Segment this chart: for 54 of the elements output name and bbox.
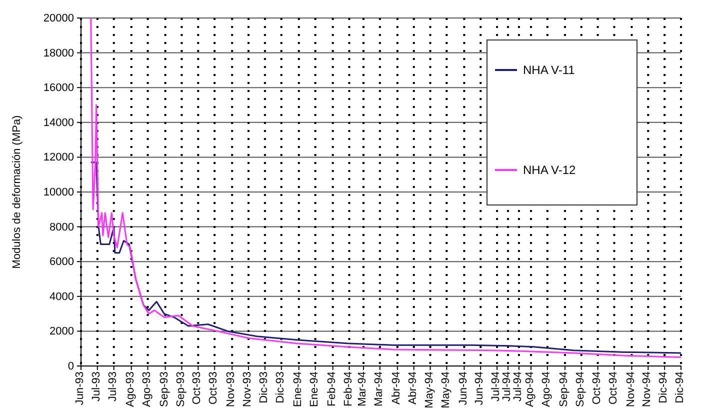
x-tick-label: Dic-93 (274, 372, 286, 404)
x-tick-label: May-94 (440, 372, 452, 408)
x-tick-label: Dic-94 (674, 372, 686, 404)
y-tick-label: 4000 (50, 290, 74, 303)
x-tick-label: Ene-94 (292, 372, 304, 407)
y-tick-label: 12000 (43, 152, 74, 164)
y-tick-label: 10000 (43, 186, 74, 199)
x-tick-label: May-94 (423, 372, 436, 408)
legend-label: NHA V-11 (523, 63, 576, 77)
x-tick-label: Dic-93 (258, 372, 270, 404)
line-series (90, 17, 682, 358)
x-tick-label: Jun-94 (457, 372, 470, 406)
y-axis-title: Modulos de deformación (MPa) (11, 115, 23, 269)
x-tick-label: Jul-93 (90, 372, 102, 402)
x-tick-label: Mar-94 (372, 372, 385, 406)
x-tick-label: Jun-94 (474, 372, 486, 406)
x-tick-label: Jul-94 (490, 372, 502, 402)
x-tick-label: Ago-93 (124, 372, 136, 407)
x-tick-label: Nov-94 (641, 372, 654, 407)
x-tick-label: Nov-94 (624, 372, 637, 407)
x-tick-label: Ene-94 (308, 372, 320, 407)
x-tick-label: Feb-94 (342, 372, 354, 406)
x-tick-label: Oct-94 (590, 372, 603, 405)
y-tick-label: 18000 (43, 47, 74, 60)
x-tick-label: Abr-94 (390, 372, 402, 405)
x-tick-label: Jul-94 (501, 372, 514, 402)
x-tick-label: Feb-94 (326, 372, 338, 406)
x-tick-label: Mar-94 (356, 372, 369, 406)
x-tick-label: Ago-94 (540, 372, 552, 407)
x-tick-label: Ago-94 (524, 372, 536, 407)
y-tick-label: 6000 (50, 256, 74, 268)
x-tick-label: Nov-93 (225, 372, 238, 407)
y-tick-label: 8000 (50, 221, 74, 234)
x-tick-label: Jul-93 (106, 372, 119, 402)
x-tick-label: Oct-94 (607, 372, 620, 405)
x-tick-label: Oct-93 (191, 372, 204, 405)
x-tick-label: Sep-93 (158, 372, 170, 407)
x-tick-label: Ago-93 (140, 372, 153, 407)
x-tick-label: Dic-94 (658, 372, 670, 404)
x-tick-label: Oct-93 (208, 372, 220, 405)
y-tick-label: 0 (68, 360, 74, 373)
y-tick-label: 14000 (43, 116, 74, 129)
x-tick-label: Abr-94 (406, 372, 419, 405)
y-tick-label: 2000 (50, 326, 74, 338)
x-tick-label: Jul-94 (512, 372, 524, 402)
line-series (90, 162, 682, 354)
x-tick-label: Jun-93 (74, 372, 86, 406)
y-tick-label: 20000 (43, 12, 74, 25)
x-tick-label: Sep-93 (174, 372, 187, 407)
legend-label: NHA V-12 (523, 163, 576, 177)
x-tick-label: Sep-94 (558, 372, 570, 407)
y-tick-label: 16000 (43, 82, 74, 94)
x-tick-label: Nov-93 (242, 372, 254, 407)
x-tick-label: Sep-94 (574, 372, 586, 407)
